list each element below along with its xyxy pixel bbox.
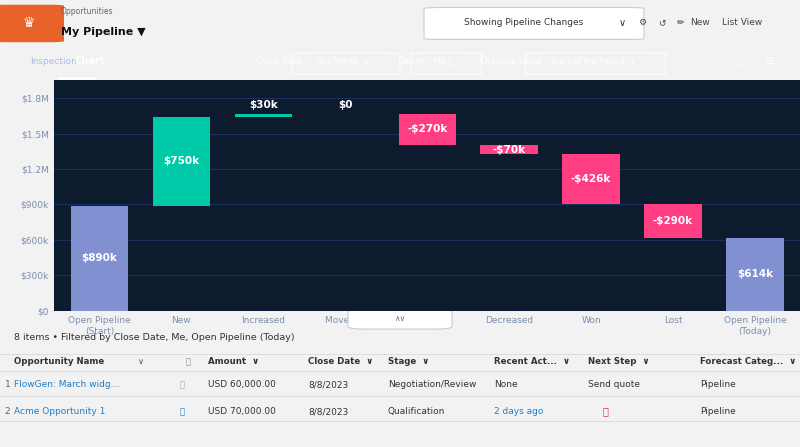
Text: ∨: ∨ xyxy=(138,357,145,366)
Bar xyxy=(562,154,620,204)
FancyBboxPatch shape xyxy=(0,4,64,42)
Text: Pipeline: Pipeline xyxy=(700,380,736,389)
Text: 🔖: 🔖 xyxy=(186,357,190,366)
Text: Forecast Categ...  ∨: Forecast Categ... ∨ xyxy=(700,357,796,366)
Text: -$290k: -$290k xyxy=(653,216,693,226)
Text: -$70k: -$70k xyxy=(493,144,526,155)
Text: Owner: Owner xyxy=(398,56,426,66)
FancyBboxPatch shape xyxy=(424,8,644,39)
Text: $890k: $890k xyxy=(82,253,118,263)
Text: ♛: ♛ xyxy=(22,16,35,30)
Text: ≡: ≡ xyxy=(765,55,776,67)
Text: Close Date: Close Date xyxy=(256,56,302,66)
Text: None: None xyxy=(494,380,518,389)
Text: Amount  ∨: Amount ∨ xyxy=(208,357,259,366)
Text: $0: $0 xyxy=(338,100,353,110)
Text: Acme Opportunity 1: Acme Opportunity 1 xyxy=(14,407,106,416)
Text: Opportunities: Opportunities xyxy=(61,7,114,16)
Text: Changes Since: Changes Since xyxy=(479,56,542,66)
Text: $30k: $30k xyxy=(249,100,278,110)
Text: 2 days ago: 2 days ago xyxy=(494,407,544,416)
Text: $614k: $614k xyxy=(737,270,773,279)
FancyBboxPatch shape xyxy=(348,309,452,329)
Text: 2: 2 xyxy=(5,407,10,416)
Text: Stage  ∨: Stage ∨ xyxy=(388,357,430,366)
Text: ∧∨: ∧∨ xyxy=(394,314,406,323)
Text: FlowGen: March widg...: FlowGen: March widg... xyxy=(14,380,120,389)
Text: List View: List View xyxy=(722,18,762,27)
Bar xyxy=(481,145,538,154)
Text: Send quote: Send quote xyxy=(588,380,640,389)
Bar xyxy=(153,117,210,206)
Text: 🔖: 🔖 xyxy=(180,407,185,416)
Text: 🔖: 🔖 xyxy=(180,380,185,389)
Text: This Month  ∨: This Month ∨ xyxy=(315,56,370,66)
Text: 8/8/2023: 8/8/2023 xyxy=(308,380,348,389)
Text: My Pipeline ▼: My Pipeline ▼ xyxy=(61,27,146,37)
Text: Next Step  ∨: Next Step ∨ xyxy=(588,357,650,366)
Text: Negotiation/Review: Negotiation/Review xyxy=(388,380,476,389)
Text: USD 60,000.00: USD 60,000.00 xyxy=(208,380,276,389)
Text: ✏: ✏ xyxy=(677,18,685,27)
Text: Close Date  ∨: Close Date ∨ xyxy=(308,357,374,366)
Text: Me 🔍: Me 🔍 xyxy=(434,56,454,66)
Text: $750k: $750k xyxy=(163,156,199,166)
Text: Start of the Period  ∨: Start of the Period ∨ xyxy=(550,56,635,66)
Bar xyxy=(726,238,784,311)
Text: Inspection: Inspection xyxy=(30,56,78,66)
Text: ⚙: ⚙ xyxy=(638,18,646,27)
Text: 1: 1 xyxy=(5,380,10,389)
Text: -$426k: -$426k xyxy=(571,174,611,184)
Bar xyxy=(644,204,702,238)
Bar xyxy=(234,114,292,117)
Text: 🕐: 🕐 xyxy=(602,407,608,417)
Text: 8/8/2023: 8/8/2023 xyxy=(308,407,348,416)
Text: Opportunity Name: Opportunity Name xyxy=(14,357,105,366)
Text: -$270k: -$270k xyxy=(407,124,447,135)
Text: 🔖: 🔖 xyxy=(737,56,743,66)
Text: Chart: Chart xyxy=(74,56,105,66)
Text: ↺: ↺ xyxy=(658,18,666,27)
Text: New: New xyxy=(690,18,710,27)
Text: Recent Act...  ∨: Recent Act... ∨ xyxy=(494,357,570,366)
Text: Qualification: Qualification xyxy=(388,407,446,416)
Bar xyxy=(70,206,128,311)
Text: USD 70,000.00: USD 70,000.00 xyxy=(208,407,276,416)
Text: Pipeline: Pipeline xyxy=(700,407,736,416)
Text: 8 items • Filtered by Close Date, Me, Open Pipeline (Today): 8 items • Filtered by Close Date, Me, Op… xyxy=(14,333,295,342)
Text: Showing Pipeline Changes: Showing Pipeline Changes xyxy=(464,18,584,27)
Bar xyxy=(398,114,456,145)
Text: ∨: ∨ xyxy=(618,17,626,28)
